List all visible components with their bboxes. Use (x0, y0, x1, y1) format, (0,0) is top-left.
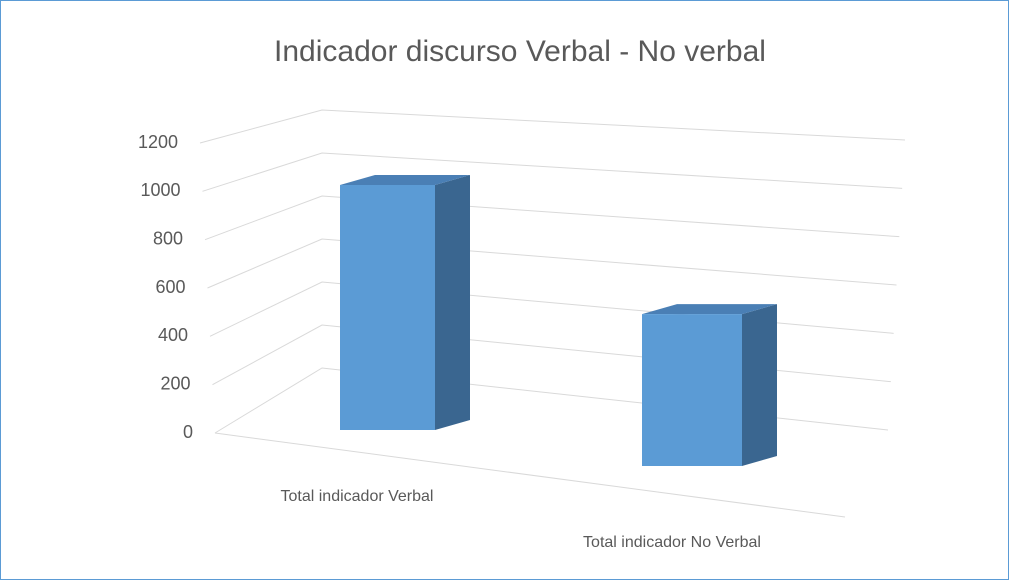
grid-line (207, 238, 897, 289)
bar-top (642, 304, 777, 315)
floor-edge (214, 432, 846, 518)
grid-line (199, 109, 906, 144)
bar-side (435, 175, 470, 430)
y-tick-label: 200 (160, 373, 190, 393)
y-tick-label: 1000 (140, 180, 180, 200)
bar (340, 185, 435, 430)
y-tick-label: 800 (153, 228, 183, 248)
grid-line (204, 195, 900, 241)
y-tick-label: 600 (155, 277, 185, 297)
y-tick-label: 1200 (138, 132, 178, 152)
x-tick-label: Total indicador No Verbal (583, 534, 761, 551)
y-tick-label: 0 (183, 422, 193, 442)
y-tick-label: 400 (158, 325, 188, 345)
grid-line (202, 152, 903, 192)
bar-top (340, 175, 470, 185)
chart-title: Indicador discurso Verbal - No verbal (274, 35, 766, 68)
x-tick-label: Total indicador Verbal (281, 488, 434, 505)
bar-side (742, 304, 777, 466)
bar (642, 314, 742, 466)
